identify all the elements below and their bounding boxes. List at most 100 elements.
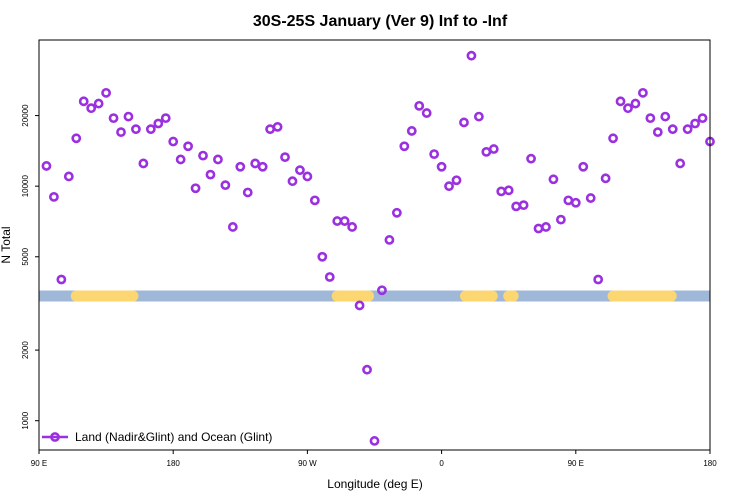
data-point <box>250 158 261 169</box>
data-point <box>548 174 559 185</box>
data-point <box>496 186 507 197</box>
data-point <box>615 96 626 107</box>
data-point <box>317 251 328 262</box>
data-point <box>570 197 581 208</box>
data-point <box>697 113 708 124</box>
data-point <box>421 108 432 118</box>
data-point <box>526 153 536 164</box>
x-tick-label: 0 <box>439 459 444 468</box>
data-point <box>391 207 402 218</box>
data-point <box>108 113 119 124</box>
data-point <box>399 141 410 152</box>
data-point <box>78 96 89 107</box>
data-point <box>347 222 358 232</box>
data-point <box>123 111 134 122</box>
data-point <box>585 193 596 203</box>
data-point <box>578 161 589 172</box>
data-point <box>384 235 395 245</box>
data-point <box>675 158 686 169</box>
data-point <box>242 187 253 198</box>
data-point <box>205 169 216 180</box>
data-point <box>190 183 201 194</box>
y-axis: 1000 2000 5000 10000 20000 <box>21 104 39 430</box>
data-point <box>339 216 350 226</box>
data-point <box>309 195 320 206</box>
data-point <box>444 181 454 192</box>
data-point <box>227 222 238 232</box>
x-tick-label: 180 <box>703 459 717 468</box>
data-point <box>630 98 641 109</box>
data-point <box>295 165 305 176</box>
data-point <box>220 180 231 191</box>
data-point <box>638 87 648 98</box>
data-point <box>138 158 149 169</box>
data-point <box>503 185 514 196</box>
y-tick-label: 1000 <box>21 411 30 429</box>
data-point <box>623 103 633 114</box>
data-point <box>459 117 469 128</box>
data-point <box>652 127 663 138</box>
data-point <box>265 124 276 135</box>
data-point <box>101 87 111 98</box>
data-point <box>280 152 290 163</box>
data-point <box>213 154 223 165</box>
data-point <box>362 364 372 375</box>
data-point <box>56 274 67 285</box>
data-point <box>451 175 462 186</box>
data-point <box>563 195 574 206</box>
y-axis-label: N Total <box>0 226 13 263</box>
data-point <box>71 133 82 144</box>
data-point <box>541 222 551 232</box>
data-point <box>198 150 208 161</box>
data-point <box>175 154 186 165</box>
data-point <box>257 161 268 172</box>
data-point <box>645 113 656 124</box>
data-point <box>608 133 618 144</box>
y-tick-label: 2000 <box>21 341 30 359</box>
plot-frame <box>38 39 711 451</box>
x-tick-label: 180 <box>167 459 181 468</box>
x-axis: 90 E 180 90 W 0 90 E 180 <box>31 450 717 468</box>
x-axis-label: Longitude (deg E) <box>327 477 422 491</box>
data-point <box>600 173 611 184</box>
data-point <box>153 118 164 129</box>
data-point <box>533 223 544 234</box>
data-point <box>488 144 499 154</box>
x-tick-label: 90 E <box>31 459 47 468</box>
data-point <box>160 113 171 124</box>
data-point <box>354 300 365 311</box>
data-point <box>369 436 380 446</box>
data-point <box>116 127 126 138</box>
chart-title: 30S-25S January (Ver 9) Inf to -Inf <box>253 13 508 30</box>
data-point <box>41 161 52 171</box>
data-point <box>660 111 671 122</box>
data-point <box>131 124 141 135</box>
legend-label: Land (Nadir&Glint) and Ocean (Glint) <box>75 430 272 444</box>
data-point <box>473 111 484 122</box>
data-point <box>682 124 693 135</box>
data-point <box>406 126 417 136</box>
data-points <box>41 50 715 446</box>
data-point <box>593 274 604 285</box>
legend: Land (Nadir&Glint) and Ocean (Glint) <box>42 430 272 444</box>
data-point <box>93 98 104 109</box>
legend-marker <box>50 432 60 442</box>
x-tick-label: 90 W <box>298 459 317 468</box>
data-point <box>145 124 156 135</box>
data-point <box>511 201 522 212</box>
data-point <box>667 124 678 135</box>
data-point <box>168 136 179 147</box>
data-point <box>49 192 59 202</box>
data-point <box>302 171 313 182</box>
data-point <box>414 100 425 111</box>
data-point <box>86 103 97 114</box>
data-point <box>555 214 566 225</box>
data-point <box>63 171 74 182</box>
data-point <box>324 272 335 282</box>
data-point <box>377 285 387 296</box>
data-point <box>518 200 529 211</box>
data-point <box>183 141 194 152</box>
y-tick-label: 5000 <box>21 247 30 265</box>
data-point <box>287 176 298 187</box>
